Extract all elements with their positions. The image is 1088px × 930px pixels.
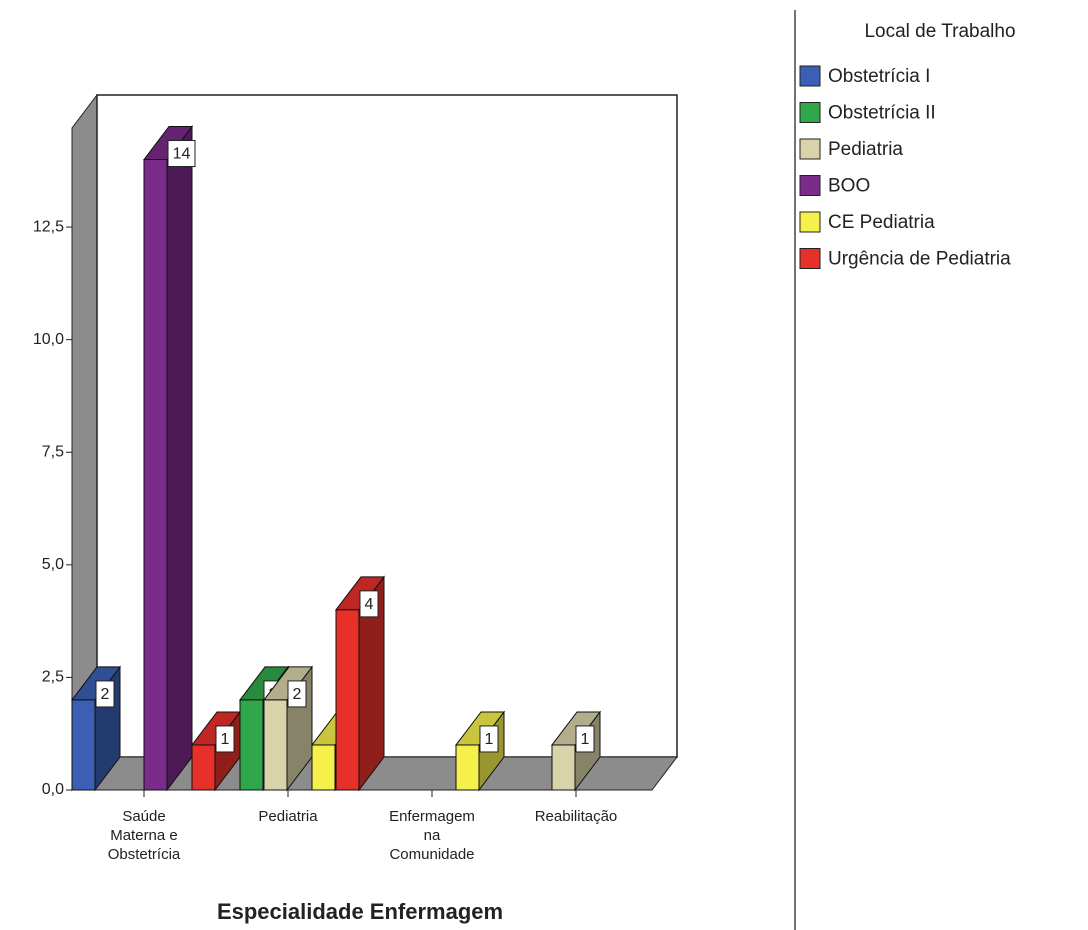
value-label-box xyxy=(167,140,196,168)
x-tick-label: Enfermagem na Comunidade xyxy=(389,808,475,863)
value-label-box xyxy=(575,725,595,753)
value-label-box xyxy=(215,725,235,753)
value-label-box xyxy=(287,680,307,708)
legend-label: BOO xyxy=(828,176,870,197)
legend-swatch xyxy=(799,138,821,160)
y-tick-label: 0,0 xyxy=(42,781,64,798)
x-tick-label: Pediatria xyxy=(258,808,318,825)
legend-label: Urgência de Pediatria xyxy=(828,249,1011,270)
value-label: 1 xyxy=(581,731,590,748)
bar-front xyxy=(455,744,480,791)
y-tick-label: 5,0 xyxy=(42,556,64,573)
y-tick-label: 10,0 xyxy=(33,331,64,348)
value-label: 4 xyxy=(365,596,374,613)
x-axis-title: Especialidade Enfermagem xyxy=(217,899,503,924)
bar-front xyxy=(143,159,168,791)
bar-front xyxy=(311,744,336,791)
x-tick-label: Saúde Materna e Obstetrícia xyxy=(108,808,181,863)
value-label: 14 xyxy=(173,146,191,163)
value-label: 1 xyxy=(221,731,230,748)
y-tick-label: 12,5 xyxy=(33,218,64,235)
legend-swatch xyxy=(799,65,821,87)
y-tick-label: 7,5 xyxy=(42,443,64,460)
x-tick-label: Reabilitação xyxy=(535,808,618,825)
bar xyxy=(142,125,194,792)
legend-label: Obstetrícia I xyxy=(828,66,930,87)
bar-front xyxy=(263,699,288,791)
value-label: 1 xyxy=(485,731,494,748)
back-wall xyxy=(96,94,678,758)
legend-label: CE Pediatria xyxy=(828,212,935,233)
legend-swatch xyxy=(799,175,821,196)
bar-front xyxy=(335,609,360,791)
legend-swatch xyxy=(799,102,821,123)
value-label: 2 xyxy=(101,686,110,703)
bar-front xyxy=(71,699,96,791)
bar-side xyxy=(166,125,193,792)
bar-front xyxy=(239,699,264,791)
legend-title: Local de Trabalho xyxy=(864,21,1015,42)
value-label: 2 xyxy=(293,686,302,703)
value-label-box xyxy=(479,725,499,753)
legend-swatch xyxy=(799,211,821,233)
bar-front xyxy=(191,744,216,791)
legend-swatch xyxy=(799,248,821,269)
bar-front xyxy=(551,744,576,791)
value-label-box xyxy=(95,680,115,708)
legend-label: Pediatria xyxy=(828,139,903,160)
legend-label: Obstetrícia II xyxy=(828,103,936,124)
y-tick-label: 2,5 xyxy=(42,669,64,686)
value-label-box xyxy=(359,590,379,618)
